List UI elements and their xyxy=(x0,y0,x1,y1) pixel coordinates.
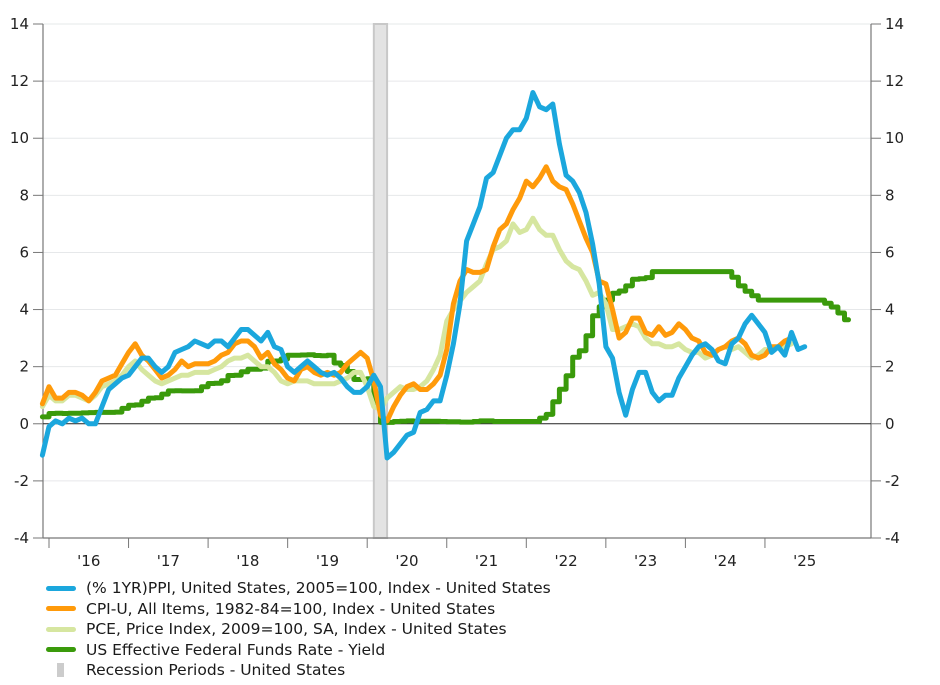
series-line-fed-funds xyxy=(39,269,851,425)
y-tick-label-right: 10 xyxy=(885,129,904,147)
legend-label-cpi: CPI-U, All Items, 1982-84=100, Index - U… xyxy=(86,599,496,618)
legend-label-recession: Recession Periods - United States xyxy=(86,661,346,680)
y-tick-label-right: 8 xyxy=(885,186,895,204)
legend-label-fed-funds: US Effective Federal Funds Rate - Yield xyxy=(86,640,386,659)
series-lines xyxy=(39,90,851,461)
legend-item-recession[interactable]: Recession Periods - United States xyxy=(46,660,551,681)
y-tick-label-left: 8 xyxy=(19,186,29,204)
legend-item-fed-funds[interactable]: US Effective Federal Funds Rate - Yield xyxy=(46,640,551,661)
series-line-ppi xyxy=(39,90,808,461)
y-tick-label-left: -4 xyxy=(14,529,29,547)
y-tick-label-left: -2 xyxy=(14,472,29,490)
legend-item-pce[interactable]: PCE, Price Index, 2009=100, SA, Index - … xyxy=(46,619,551,640)
y-tick-label-right: -4 xyxy=(885,529,900,547)
y-tick-label-right: 12 xyxy=(885,72,904,90)
series-line-cpi xyxy=(39,164,794,424)
y-tick-label-right: -2 xyxy=(885,472,900,490)
x-tick-label: '25 xyxy=(793,552,816,570)
y-tick-label-right: 0 xyxy=(885,415,895,433)
y-tick-label-left: 14 xyxy=(10,15,29,33)
x-tick-label: '17 xyxy=(157,552,180,570)
y-tick-label-left: 6 xyxy=(19,243,29,261)
y-tick-label-right: 4 xyxy=(885,301,895,319)
legend-swatch-fed-funds xyxy=(46,647,76,653)
axes: -4 -4 -2 -2 0 0 2 2 4 4 6 6 8 8 10 10 12 12 14 14 '16 '17 '18 '… xyxy=(10,15,904,570)
legend-swatch-recession xyxy=(57,663,64,678)
recession-bands xyxy=(372,23,389,539)
gridlines xyxy=(43,23,871,539)
x-tick-label: '23 xyxy=(634,552,657,570)
x-tick-label: '16 xyxy=(77,552,100,570)
recession-band xyxy=(372,23,389,539)
legend-swatch-cpi xyxy=(46,606,76,612)
line-chart: -4 -4 -2 -2 0 0 2 2 4 4 6 6 8 8 10 10 12 12 14 14 '16 '17 '18 '… xyxy=(10,15,904,570)
x-tick-label: '22 xyxy=(554,552,577,570)
y-tick-label-left: 10 xyxy=(10,129,29,147)
y-tick-label-right: 6 xyxy=(885,243,895,261)
y-tick-label-left: 0 xyxy=(19,415,29,433)
legend-swatch-pce xyxy=(46,626,76,632)
y-tick-label-left: 2 xyxy=(19,358,29,376)
legend-item-cpi[interactable]: CPI-U, All Items, 1982-84=100, Index - U… xyxy=(46,599,551,620)
x-tick-label: '19 xyxy=(316,552,339,570)
legend-swatch-ppi xyxy=(46,585,76,591)
legend-label-ppi: (% 1YR)PPI, United States, 2005=100, Ind… xyxy=(86,579,551,598)
y-tick-label-left: 4 xyxy=(19,301,29,319)
x-tick-label: '24 xyxy=(714,552,737,570)
x-tick-label: '18 xyxy=(236,552,259,570)
legend-label-pce: PCE, Price Index, 2009=100, SA, Index - … xyxy=(86,620,507,639)
legend: (% 1YR)PPI, United States, 2005=100, Ind… xyxy=(46,578,551,681)
legend-item-ppi[interactable]: (% 1YR)PPI, United States, 2005=100, Ind… xyxy=(46,578,551,599)
x-tick-label: '20 xyxy=(395,552,418,570)
y-tick-label-right: 2 xyxy=(885,358,895,376)
x-tick-label: '21 xyxy=(475,552,498,570)
y-tick-label-right: 14 xyxy=(885,15,904,33)
y-tick-label-left: 12 xyxy=(10,72,29,90)
